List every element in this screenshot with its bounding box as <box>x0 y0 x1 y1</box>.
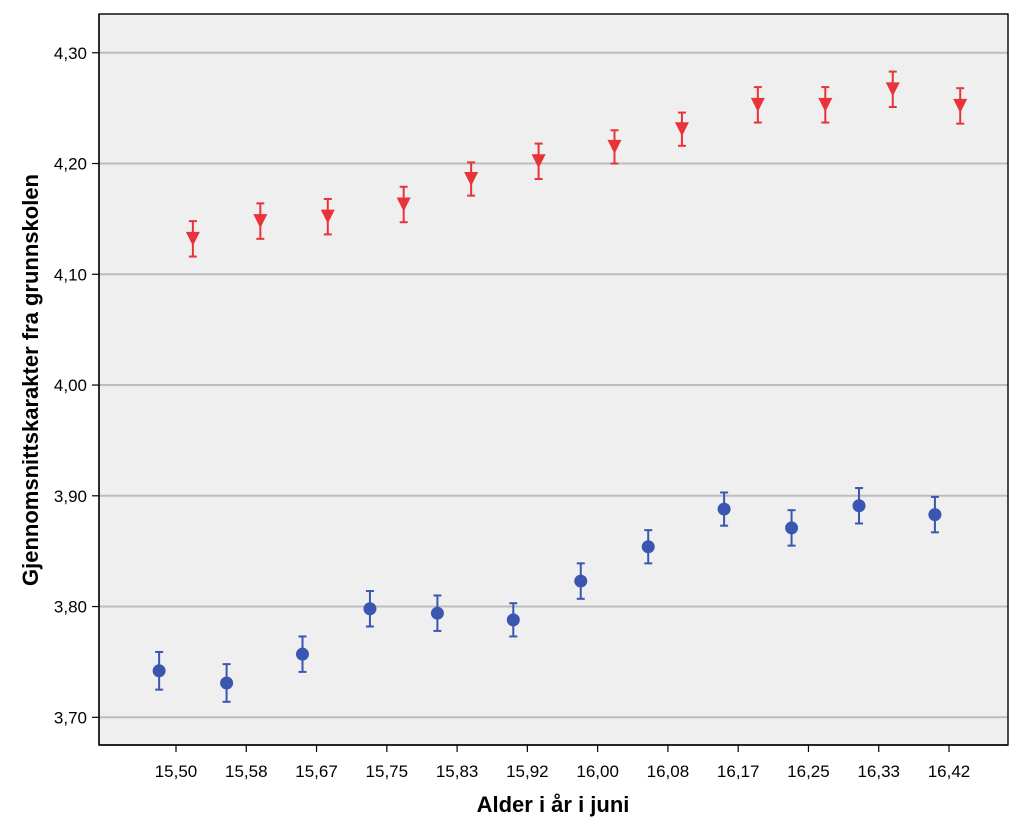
data-point <box>253 214 268 229</box>
x-tick-label: 16,25 <box>787 762 830 781</box>
y-tick-label: 4,30 <box>54 44 87 63</box>
x-tick-label: 16,42 <box>928 762 971 781</box>
y-tick-label: 4,20 <box>54 155 87 174</box>
x-tick-label: 16,00 <box>576 762 619 781</box>
y-tick-label: 4,00 <box>54 376 87 395</box>
gridlines <box>99 51 1008 719</box>
data-point <box>531 154 546 169</box>
data-point <box>295 647 309 661</box>
data-point <box>506 613 520 627</box>
series-circle <box>152 487 942 703</box>
x-tick-label: 15,58 <box>225 762 268 781</box>
data-point <box>607 139 622 154</box>
y-axis-ticks: 3,70 3,80 3,90 4,00 4,10 4,20 4,30 <box>54 44 99 727</box>
data-point <box>750 97 765 112</box>
x-tick-label: 15,83 <box>436 762 479 781</box>
series-triangle-down <box>185 70 968 258</box>
data-point <box>574 574 588 588</box>
data-point <box>641 540 655 554</box>
x-tick-label: 16,17 <box>717 762 760 781</box>
x-axis-title: Alder i år i juni <box>477 792 630 817</box>
x-tick-label: 15,75 <box>366 762 409 781</box>
y-tick-label: 3,70 <box>54 708 87 727</box>
data-point <box>363 602 377 616</box>
data-point <box>885 82 900 97</box>
data-point <box>396 197 411 212</box>
data-point <box>464 172 479 187</box>
data-point <box>320 209 335 224</box>
data-point <box>852 499 866 513</box>
data-point <box>220 676 234 690</box>
x-tick-label: 16,08 <box>647 762 690 781</box>
y-tick-label: 3,80 <box>54 598 87 617</box>
data-point <box>928 508 942 522</box>
x-tick-label: 16,33 <box>857 762 900 781</box>
data-point <box>953 98 968 113</box>
y-tick-label: 3,90 <box>54 487 87 506</box>
data-point <box>818 97 833 112</box>
data-point <box>152 664 166 678</box>
x-tick-label: 15,50 <box>155 762 198 781</box>
y-axis-title: Gjennomsnittskarakter fra grunnskolen <box>18 174 43 586</box>
data-point <box>717 502 731 516</box>
x-tick-label: 15,67 <box>295 762 338 781</box>
data-point <box>430 606 444 620</box>
data-point <box>185 231 200 246</box>
x-axis-ticks: 15,50 15,58 15,67 15,75 15,83 15,92 16,00 16,08… <box>155 745 971 781</box>
x-tick-label: 15,92 <box>506 762 549 781</box>
y-tick-label: 4,10 <box>54 265 87 284</box>
data-point <box>674 122 689 137</box>
series-layer <box>152 70 968 703</box>
data-point <box>785 521 799 535</box>
plot-area <box>99 14 1008 745</box>
plot-frame <box>98 13 1009 746</box>
